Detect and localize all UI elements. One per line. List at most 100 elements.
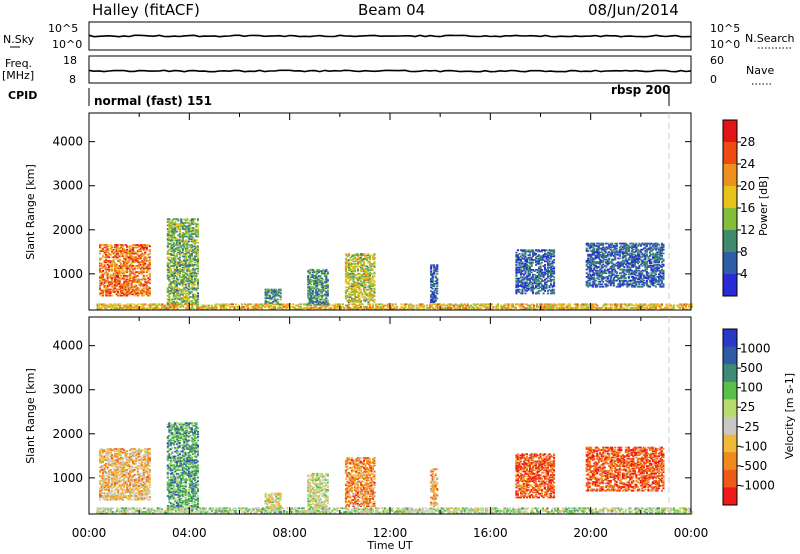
heatmap-cell: [130, 293, 133, 296]
heatmap-cell: [127, 281, 130, 283]
heatmap-cell: [281, 304, 284, 307]
heatmap-cell: [645, 262, 648, 265]
heatmap-cell: [587, 245, 590, 247]
heatmap-cell: [183, 268, 186, 271]
heatmap-cell: [172, 276, 175, 279]
heatmap-cell: [273, 296, 276, 298]
heatmap-cell: [178, 249, 181, 251]
heatmap-cell: [102, 289, 105, 292]
heatmap-cell: [651, 276, 654, 278]
heatmap-cell: [639, 277, 642, 279]
heatmap-cell: [196, 296, 199, 298]
heatmap-cell: [515, 256, 518, 259]
heatmap-cell: [307, 297, 310, 300]
heatmap-cell: [137, 303, 140, 306]
heatmap-cell: [373, 261, 376, 264]
heatmap-cell: [609, 276, 612, 278]
heatmap-cell: [192, 297, 195, 300]
heatmap-cell: [624, 243, 627, 246]
heatmap-cell: [630, 255, 633, 257]
heatmap-cell: [403, 303, 406, 306]
heatmap-cell: [666, 304, 669, 307]
heatmap-cell: [615, 271, 618, 273]
heatmap-cell: [118, 258, 121, 261]
heatmap-cell: [653, 277, 656, 279]
heatmap-cell: [630, 261, 633, 263]
heatmap-cell: [525, 303, 528, 306]
heatmap-cell: [600, 276, 603, 278]
heatmap-cell: [115, 272, 118, 275]
heatmap-cell: [530, 259, 533, 261]
heatmap-cell: [542, 265, 545, 268]
heatmap-cell: [591, 303, 594, 306]
heatmap-cell: [135, 256, 138, 259]
heatmap-cell: [192, 287, 195, 290]
heatmap-cell: [550, 267, 553, 270]
heatmap-cell: [193, 288, 196, 291]
heatmap-cell: [171, 271, 174, 274]
heatmap-cell: [319, 303, 322, 306]
heatmap-cell: [116, 308, 119, 311]
heatmap-cell: [102, 266, 105, 269]
heatmap-cell: [308, 281, 311, 284]
heatmap-cell: [120, 294, 123, 297]
heatmap-cell: [542, 271, 545, 274]
heatmap-cell: [365, 271, 368, 274]
heatmap-cell: [200, 308, 203, 311]
heatmap-cell: [190, 283, 193, 286]
heatmap-cell: [172, 252, 175, 255]
heatmap-cell: [144, 245, 147, 248]
heatmap-cell: [175, 293, 178, 296]
heatmap-cell: [313, 283, 316, 286]
nsky-label: N.Sky: [3, 33, 35, 46]
heatmap-cell: [686, 303, 689, 306]
heatmap-cell: [617, 253, 620, 256]
heatmap-cell: [350, 282, 353, 285]
heatmap-cell: [121, 289, 124, 292]
heatmap-cell: [533, 305, 536, 308]
heatmap-cell: [247, 307, 250, 309]
heatmap-cell: [317, 271, 320, 274]
heatmap-cell: [381, 303, 384, 306]
heatmap-cell: [575, 308, 578, 311]
heatmap-cell: [591, 283, 594, 286]
heatmap-cell: [430, 274, 433, 276]
heatmap-cell: [117, 282, 120, 285]
heatmap-cell: [337, 304, 340, 307]
heatmap-cell: [555, 307, 558, 309]
heatmap-cell: [365, 298, 368, 301]
heatmap-cell: [276, 301, 279, 303]
heatmap-cell: [605, 261, 608, 263]
heatmap-cell: [608, 247, 611, 250]
heatmap-cell: [535, 286, 538, 289]
heatmap-cell: [177, 287, 180, 290]
heatmap-cell: [180, 245, 183, 248]
heatmap-cell: [510, 308, 513, 311]
heatmap-cell: [542, 280, 545, 282]
heatmap-cell: [536, 292, 539, 295]
heatmap-cell: [126, 265, 129, 267]
heatmap-cell: [174, 262, 177, 265]
heatmap-cell: [186, 252, 189, 255]
heatmap-cell: [361, 260, 364, 263]
heatmap-cell: [524, 277, 527, 280]
heatmap-cell: [144, 303, 147, 306]
heatmap-cell: [653, 274, 656, 277]
heatmap-cell: [175, 225, 178, 228]
heatmap-cell: [307, 275, 310, 277]
heatmap-cell: [524, 264, 527, 266]
heatmap-cell: [593, 280, 596, 283]
heatmap-cell: [548, 251, 551, 254]
heatmap-cell: [349, 270, 352, 273]
heatmap-cell: [316, 303, 319, 306]
heatmap-cell: [620, 242, 623, 245]
heatmap-cell: [264, 297, 267, 300]
heatmap-cell: [596, 273, 599, 276]
heatmap-cell: [454, 307, 457, 309]
heatmap-cell: [639, 271, 642, 273]
heatmap-cell: [361, 277, 364, 280]
heatmap-cell: [522, 266, 525, 269]
heatmap-cell: [186, 272, 189, 275]
heatmap-cell: [187, 267, 190, 270]
heatmap-cell: [558, 303, 561, 306]
